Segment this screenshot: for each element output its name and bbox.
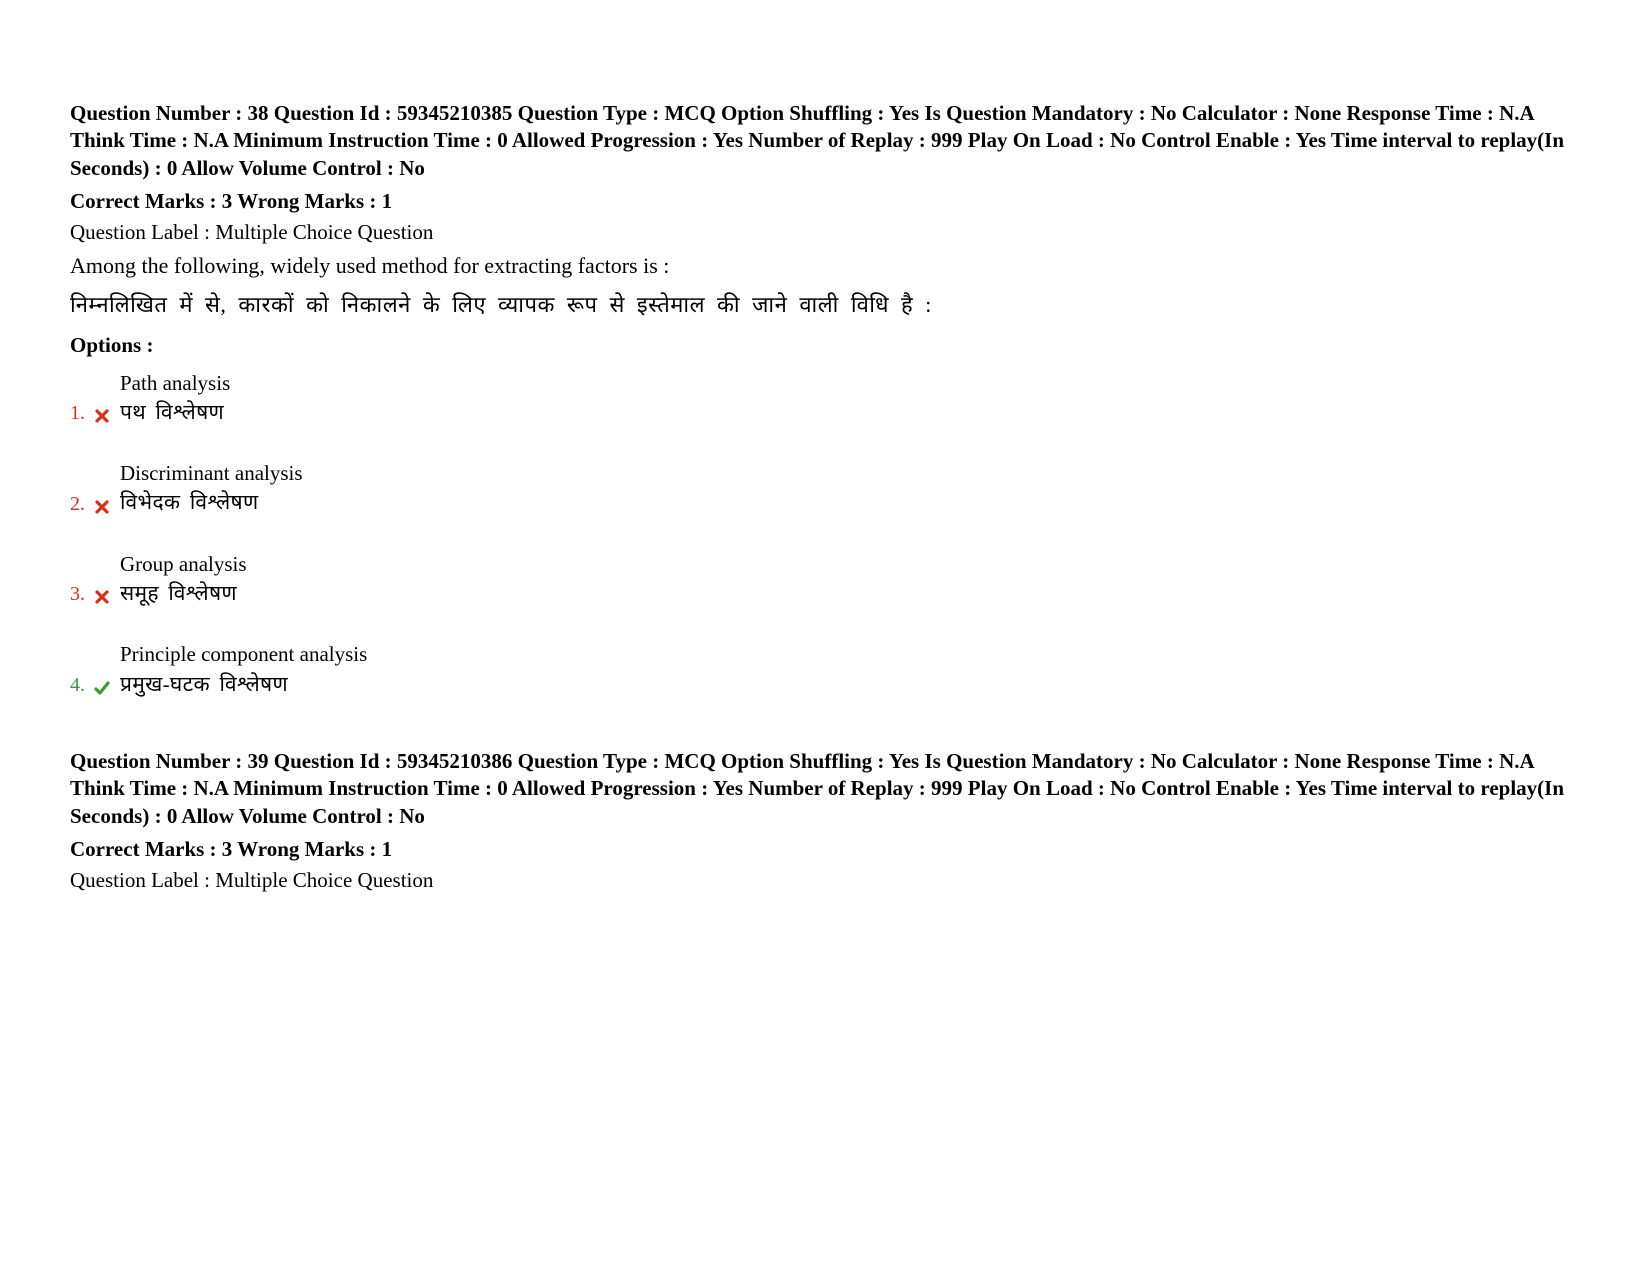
question-label: Question Label : Multiple Choice Questio… xyxy=(70,219,1581,246)
option-text-hi: विभेदक विश्लेषण xyxy=(120,489,303,516)
option-row: 1. Path analysisपथ विश्लेषण xyxy=(70,370,1581,427)
option-number: 4. xyxy=(70,672,88,698)
option-text-en: Discriminant analysis xyxy=(120,460,303,487)
option-text-hi: समूह विश्लेषण xyxy=(120,580,247,607)
option-text-en: Path analysis xyxy=(120,370,230,397)
option-row: 4. Principle component analysis प्रमुख-घटक… xyxy=(70,641,1581,698)
cross-icon xyxy=(94,589,110,605)
option-text: Group analysisसमूह विश्लेषण xyxy=(120,551,247,608)
option-text: Discriminant analysisविभेदक विश्लेषण xyxy=(120,460,303,517)
check-icon xyxy=(94,680,110,696)
option-text-en: Principle component analysis xyxy=(120,641,367,668)
marks-line: Correct Marks : 3 Wrong Marks : 1 xyxy=(70,188,1581,215)
option-row: 2. Discriminant analysisविभेदक विश्लेषण xyxy=(70,460,1581,517)
question-metadata: Question Number : 39 Question Id : 59345… xyxy=(70,748,1581,830)
options-header: Options : xyxy=(70,332,1581,359)
cross-icon xyxy=(94,499,110,515)
option-text-hi: प्रमुख-घटक विश्लेषण xyxy=(120,671,367,698)
marks-line: Correct Marks : 3 Wrong Marks : 1 xyxy=(70,836,1581,863)
question-block: Question Number : 38 Question Id : 59345… xyxy=(70,100,1581,698)
question-block: Question Number : 39 Question Id : 59345… xyxy=(70,748,1581,894)
option-text: Path analysisपथ विश्लेषण xyxy=(120,370,230,427)
question-metadata: Question Number : 38 Question Id : 59345… xyxy=(70,100,1581,182)
cross-icon xyxy=(94,408,110,424)
option-row: 3. Group analysisसमूह विश्लेषण xyxy=(70,551,1581,608)
option-text-hi: पथ विश्लेषण xyxy=(120,399,230,426)
question-text-hi: निम्नलिखित में से, कारकों को निकालने के … xyxy=(70,287,1581,322)
question-text-en: Among the following, widely used method … xyxy=(70,252,1581,281)
question-label: Question Label : Multiple Choice Questio… xyxy=(70,867,1581,894)
option-number: 1. xyxy=(70,400,88,426)
option-number: 3. xyxy=(70,581,88,607)
option-text-en: Group analysis xyxy=(120,551,247,578)
option-number: 2. xyxy=(70,491,88,517)
option-text: Principle component analysis प्रमुख-घटक व… xyxy=(120,641,367,698)
